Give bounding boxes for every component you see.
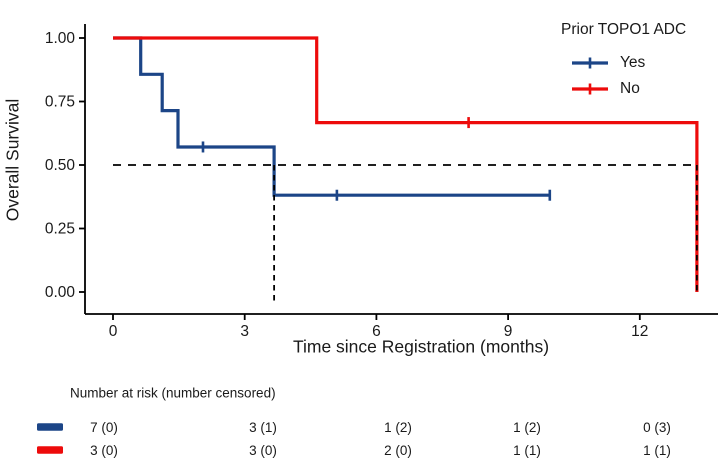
- risk-swatch-yes: [37, 423, 63, 431]
- risk-value-yes: 1 (2): [384, 420, 412, 435]
- risk-value-no: 3 (0): [249, 443, 277, 458]
- y-tick-label: 1.00: [45, 30, 76, 47]
- legend-label-yes: Yes: [620, 54, 646, 71]
- x-tick-label: 3: [240, 323, 249, 340]
- y-tick-label: 0.00: [45, 284, 76, 301]
- x-tick-label: 0: [109, 323, 118, 340]
- risk-value-yes: 3 (1): [249, 420, 277, 435]
- risk-value-yes: 7 (0): [90, 420, 118, 435]
- y-tick-label: 0.75: [45, 94, 75, 111]
- y-tick-label: 0.50: [45, 157, 76, 174]
- risk-table-title: Number at risk (number censored): [70, 385, 276, 401]
- risk-value-no: 2 (0): [384, 443, 412, 458]
- y-tick-label: 0.25: [45, 221, 75, 238]
- risk-value-no: 1 (1): [643, 443, 671, 458]
- risk-value-yes: 0 (3): [643, 420, 671, 435]
- x-tick-label: 6: [372, 323, 381, 340]
- risk-value-no: 3 (0): [90, 443, 118, 458]
- km-curve-yes: [113, 36, 550, 197]
- risk-value-yes: 1 (2): [513, 420, 541, 435]
- x-tick-label: 12: [631, 323, 648, 340]
- x-axis-title: Time since Registration (months): [292, 336, 550, 357]
- legend-title: Prior TOPO1 ADC: [561, 21, 687, 38]
- risk-swatch-no: [37, 446, 63, 454]
- y-axis-title: Overall Survival: [2, 98, 23, 222]
- x-tick-label: 9: [504, 323, 513, 340]
- legend-label-no: No: [620, 80, 640, 97]
- risk-value-no: 1 (1): [513, 443, 541, 458]
